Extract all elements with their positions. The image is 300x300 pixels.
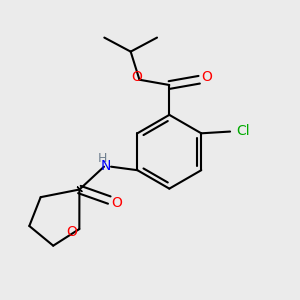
Text: Cl: Cl bbox=[236, 124, 250, 137]
Text: O: O bbox=[66, 225, 77, 239]
Text: O: O bbox=[131, 70, 142, 84]
Text: N: N bbox=[100, 159, 111, 173]
Polygon shape bbox=[77, 187, 82, 192]
Text: H: H bbox=[98, 152, 107, 166]
Text: O: O bbox=[112, 196, 122, 210]
Text: O: O bbox=[202, 70, 212, 84]
